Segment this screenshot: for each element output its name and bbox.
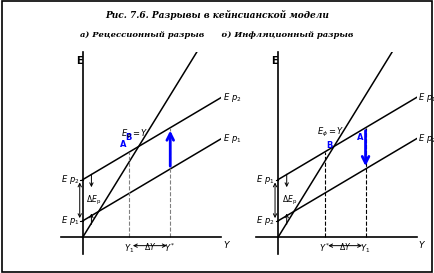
Text: $\mathbf{A}$: $\mathbf{A}$ xyxy=(119,138,127,149)
Text: $Y^*$: $Y^*$ xyxy=(164,241,176,254)
Text: $Y_1$: $Y_1$ xyxy=(360,243,371,255)
Text: Рис. 7.6. Разрывы в кейнсианской модели: Рис. 7.6. Разрывы в кейнсианской модели xyxy=(105,10,329,20)
Text: $\mathbf{B}$: $\mathbf{B}$ xyxy=(125,131,133,142)
Text: $E\ p_1$: $E\ p_1$ xyxy=(223,132,241,145)
Text: $E\ p_2$: $E\ p_2$ xyxy=(223,91,241,104)
Text: $\mathbf{E}$: $\mathbf{E}$ xyxy=(271,54,279,66)
Text: $Y_1$: $Y_1$ xyxy=(124,243,135,255)
Text: $E\ p_1$: $E\ p_1$ xyxy=(256,173,275,186)
Text: $Y^*$: $Y^*$ xyxy=(319,241,331,254)
Text: $\Delta Y$: $\Delta Y$ xyxy=(144,241,156,252)
Text: $E_{\phi}=Y$: $E_{\phi}=Y$ xyxy=(121,127,148,141)
Text: $E\ p_1$: $E\ p_1$ xyxy=(61,214,79,227)
Text: $\mathbf{E}$: $\mathbf{E}$ xyxy=(76,54,84,66)
Text: а) Рецессионный разрыв      б) Инфляционный разрыв: а) Рецессионный разрыв б) Инфляционный р… xyxy=(80,31,354,39)
Text: $E\ p_2$: $E\ p_2$ xyxy=(256,214,275,227)
Text: $E\ p_2$: $E\ p_2$ xyxy=(61,173,79,186)
Text: $\mathbf{B}$: $\mathbf{B}$ xyxy=(326,139,334,150)
Text: $\Delta Y$: $\Delta Y$ xyxy=(339,241,351,252)
Text: $E\ p_1$: $E\ p_1$ xyxy=(418,91,434,104)
Text: $\mathbf{A}$: $\mathbf{A}$ xyxy=(355,131,364,142)
Text: $Y$: $Y$ xyxy=(418,239,426,250)
Text: $\Delta E_{\rm p}$: $\Delta E_{\rm p}$ xyxy=(86,194,102,207)
Text: $\Delta E_{\rm p}$: $\Delta E_{\rm p}$ xyxy=(282,194,297,207)
Text: $E\ p_2$: $E\ p_2$ xyxy=(418,132,434,145)
Text: $Y$: $Y$ xyxy=(223,239,231,250)
Text: $E_{\phi}=Y$: $E_{\phi}=Y$ xyxy=(317,126,345,139)
